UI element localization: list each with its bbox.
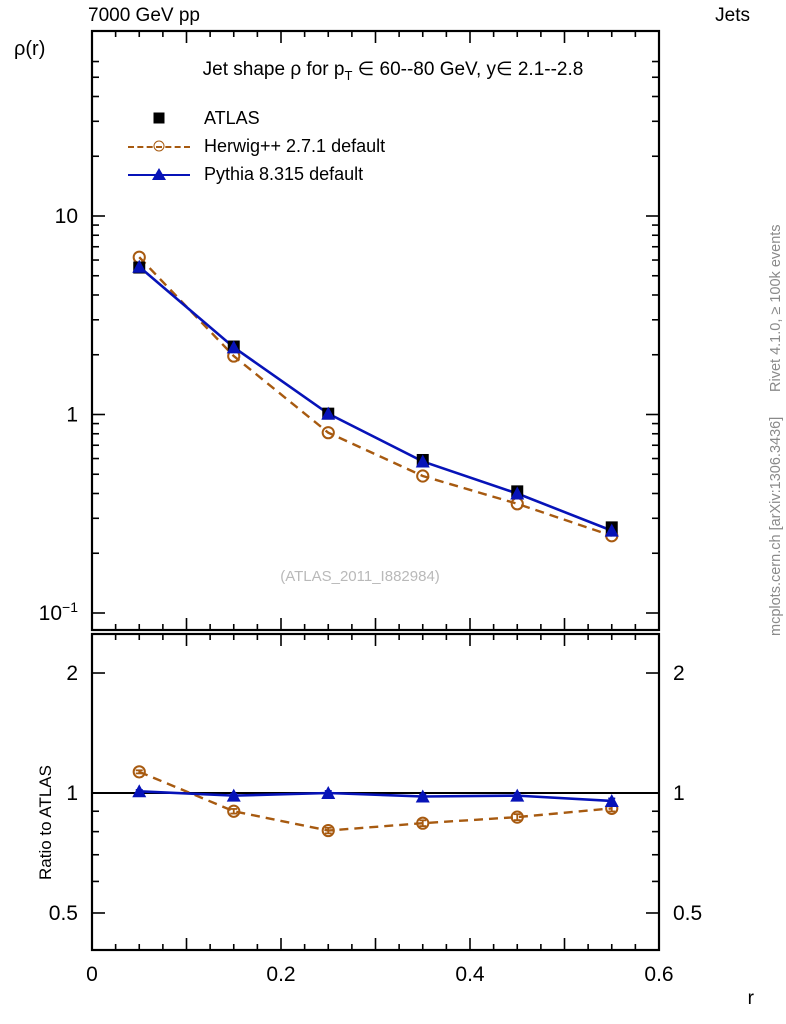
x-tick-label: 0.2 — [266, 963, 295, 986]
legend-key-pythia — [128, 161, 190, 187]
y-tick-label-ratio-left: 1 — [66, 782, 78, 805]
main-point-triangle — [226, 340, 241, 354]
tick-labels-layer: 10 1 10−1 0.5 0.5 1 1 2 2 0 0.2 0.4 0.6 — [39, 205, 703, 986]
ratio-point-circle — [510, 810, 524, 824]
ratio-point-circle — [227, 804, 241, 818]
plot-title-pre: Jet shape ρ for p — [202, 59, 345, 80]
triangle-marker-icon — [152, 168, 166, 180]
ratio-line-triangle — [139, 789, 612, 803]
axes-layer — [90, 29, 661, 952]
ratio-point-triangle — [321, 786, 336, 799]
ratio-point-triangle — [226, 788, 241, 802]
legend: ATLAS Herwig++ 2.7.1 default Pythia 8.31… — [128, 104, 385, 188]
square-marker-icon — [153, 112, 165, 124]
y-tick-label-main: 1 — [66, 404, 78, 427]
x-tick-label: 0.6 — [644, 963, 673, 986]
header-beam-label: 7000 GeV pp — [88, 5, 200, 26]
main-panel-frame — [90, 29, 661, 632]
legend-label-pythia: Pythia 8.315 default — [204, 163, 364, 184]
legend-key-herwig — [128, 133, 190, 159]
x-tick-label: 0.4 — [455, 963, 485, 986]
legend-item-pythia[interactable]: Pythia 8.315 default — [128, 160, 385, 188]
plot-title-subscript: T — [344, 67, 353, 83]
main-point-circle — [321, 426, 335, 440]
legend-key-atlas — [128, 105, 190, 131]
y-tick-label-main: 10−1 — [39, 599, 79, 625]
ratio-point-triangle — [604, 793, 619, 807]
legend-item-herwig[interactable]: Herwig++ 2.7.1 default — [128, 132, 385, 160]
ratio-point-triangle — [510, 788, 525, 802]
header-category-label: Jets — [715, 5, 750, 26]
y-tick-label-main: 10 — [55, 205, 78, 228]
ratio-point-triangle — [132, 784, 147, 798]
y-axis-label-main: ρ(r) — [14, 38, 46, 60]
circle-marker-icon — [153, 140, 165, 152]
main-line-triangle — [138, 265, 613, 532]
main-point-triangle — [321, 406, 336, 420]
x-tick-label: 0 — [86, 963, 98, 986]
legend-label-atlas: ATLAS — [204, 107, 260, 128]
main-panel-data — [132, 250, 619, 543]
main-point-triangle — [415, 454, 430, 468]
dataset-watermark: (ATLAS_2011_I882984) — [280, 568, 440, 585]
x-axis-label: r — [747, 988, 754, 1009]
main-point-triangle — [604, 523, 619, 537]
legend-item-atlas[interactable]: ATLAS — [128, 104, 385, 132]
ratio-line-circle — [138, 770, 612, 832]
y-tick-label-ratio-right: 2 — [673, 662, 685, 685]
main-point-circle — [416, 469, 430, 483]
y-tick-label-ratio-left: 0.5 — [49, 902, 78, 925]
plot-title-post: ∈ 60--80 GeV, y∈ 2.1--2.8 — [352, 59, 584, 80]
y-tick-label-ratio-right: 1 — [673, 782, 685, 805]
ratio-point-circle — [321, 823, 335, 838]
main-line-circle — [138, 256, 613, 537]
legend-label-herwig: Herwig++ 2.7.1 default — [204, 135, 386, 156]
ratio-point-triangle — [415, 789, 430, 803]
plot-title: Jet shape ρ for pT ∈ 60--80 GeV, y∈ 2.1-… — [0, 58, 786, 83]
ratio-point-circle — [416, 816, 430, 830]
ratio-panel-data — [92, 765, 659, 838]
y-tick-label-ratio-right: 0.5 — [673, 902, 702, 925]
main-point-triangle — [132, 259, 147, 273]
y-tick-label-ratio-left: 2 — [66, 662, 78, 685]
ratio-point-circle — [132, 765, 146, 779]
main-point-triangle — [510, 486, 525, 500]
